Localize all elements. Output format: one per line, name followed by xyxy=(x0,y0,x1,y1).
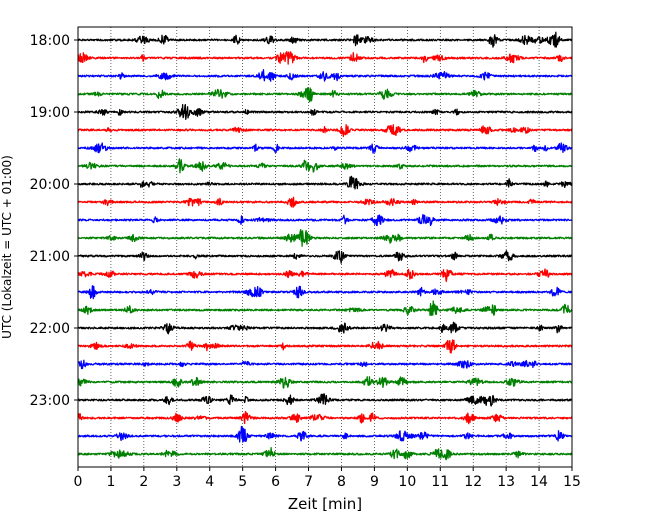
x-tick-label-2: 2 xyxy=(139,474,148,490)
x-tick-label-4: 4 xyxy=(205,474,214,490)
plot-background xyxy=(78,27,572,467)
vertical-gridlines xyxy=(110,27,540,467)
y-axis-ticks: 18:00 19:00 20:00 21:00 22:00 23:00 xyxy=(30,33,78,409)
trace-1930 xyxy=(77,142,573,154)
x-tick-label-10: 10 xyxy=(398,474,416,490)
trace-1900 xyxy=(77,103,573,120)
x-tick-label-15: 15 xyxy=(563,474,581,490)
trace-2100 xyxy=(77,250,573,264)
plot-frame xyxy=(77,26,573,468)
trace-1915 xyxy=(77,124,573,138)
x-tick-label-5: 5 xyxy=(238,474,247,490)
x-tick-label-0: 0 xyxy=(74,474,83,490)
trace-2000 xyxy=(77,175,573,190)
trace-2015 xyxy=(77,196,573,208)
x-tick-label-9: 9 xyxy=(370,474,379,490)
x-tick-label-3: 3 xyxy=(172,474,181,490)
trace-2130 xyxy=(77,285,573,300)
trace-2245 xyxy=(77,376,573,389)
trace-2345 xyxy=(77,447,573,461)
x-axis-ticks: 0 1 2 3 4 5 6 7 8 9 10 11 12 13 14 15 xyxy=(74,467,581,490)
x-tick-label-8: 8 xyxy=(337,474,346,490)
x-tick-label-7: 7 xyxy=(304,474,313,490)
y-tick-label-0: 18:00 xyxy=(30,33,70,49)
x-tick-label-12: 12 xyxy=(464,474,482,490)
y-tick-label-1: 19:00 xyxy=(30,105,70,121)
trace-2200 xyxy=(77,321,573,335)
trace-2045 xyxy=(77,228,573,247)
traces-group xyxy=(77,31,573,461)
y-tick-label-3: 21:00 xyxy=(30,249,70,265)
x-tick-label-13: 13 xyxy=(497,474,515,490)
trace-1830 xyxy=(77,69,573,82)
trace-2300 xyxy=(77,393,573,407)
trace-2315 xyxy=(77,410,573,425)
y-tick-label-4: 22:00 xyxy=(30,321,70,337)
trace-2215 xyxy=(77,339,573,354)
x-tick-label-6: 6 xyxy=(271,474,280,490)
x-axis-label: Zeit [min] xyxy=(288,495,362,513)
trace-1845 xyxy=(77,87,573,103)
trace-2115 xyxy=(77,268,573,283)
y-tick-label-5: 23:00 xyxy=(30,393,70,409)
x-tick-label-14: 14 xyxy=(530,474,548,490)
trace-1800 xyxy=(77,31,573,48)
trace-2030 xyxy=(77,214,573,227)
trace-1815 xyxy=(77,51,573,65)
x-tick-label-1: 1 xyxy=(106,474,115,490)
y-tick-label-2: 20:00 xyxy=(30,177,70,193)
y-axis-label: UTC (Lokalzeit = UTC + 01:00) xyxy=(0,155,14,339)
x-tick-label-11: 11 xyxy=(431,474,449,490)
trace-2230 xyxy=(77,359,573,370)
trace-1945 xyxy=(77,158,573,174)
trace-2330 xyxy=(77,425,573,443)
trace-2145 xyxy=(77,300,573,317)
